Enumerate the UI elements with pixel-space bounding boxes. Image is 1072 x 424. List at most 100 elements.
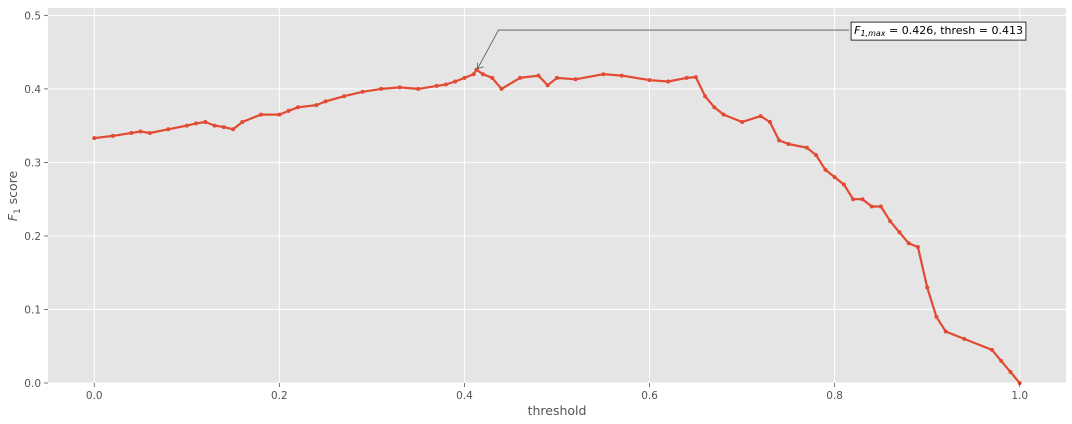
- annotation-arrowhead: [477, 62, 484, 70]
- y-tick-label: 0.1: [24, 304, 41, 316]
- y-tick-label: 0.5: [24, 10, 41, 22]
- x-axis-ticks: 0.0 0.2 0.4 0.6 0.8 1.0: [86, 383, 1028, 402]
- annotation-f: F: [854, 24, 861, 37]
- data-point: [777, 138, 782, 143]
- y-axis-label: F1 score: [5, 170, 23, 221]
- y-axis-label-rest: score: [5, 170, 20, 208]
- x-tick-label: 0.4: [456, 390, 473, 402]
- data-point: [647, 78, 652, 83]
- y-axis-ticks: 0.0 0.1 0.2 0.3 0.4 0.5: [24, 10, 48, 390]
- data-point: [499, 86, 504, 91]
- annotation-box: [850, 21, 1027, 41]
- y-axis-label-main: F: [5, 213, 20, 221]
- data-point: [962, 336, 967, 341]
- data-point: [443, 82, 448, 87]
- data-point: [379, 86, 384, 91]
- data-point: [286, 108, 291, 113]
- f1-score-points: [92, 67, 1022, 385]
- data-point: [878, 204, 883, 209]
- y-axis-label-sub: 1: [13, 208, 23, 214]
- data-point: [897, 230, 902, 235]
- data-point: [166, 127, 171, 132]
- data-point: [462, 75, 467, 80]
- data-point: [804, 145, 809, 150]
- data-point: [888, 219, 893, 224]
- data-point: [999, 358, 1004, 363]
- data-point: [295, 105, 300, 110]
- data-point: [184, 123, 189, 128]
- data-point: [471, 72, 476, 77]
- data-point: [434, 83, 439, 88]
- data-point: [721, 112, 726, 117]
- data-point: [277, 112, 282, 117]
- data-point: [212, 123, 217, 128]
- annotation-arrow: [477, 29, 850, 69]
- data-point: [536, 73, 541, 78]
- data-point: [767, 120, 772, 124]
- data-point: [258, 112, 263, 117]
- data-point: [925, 285, 930, 290]
- annotation-rest: = 0.426, thresh = 0.413: [886, 24, 1023, 37]
- data-point: [703, 94, 708, 99]
- annotation-text: F1,max = 0.426, thresh = 0.413: [854, 24, 1023, 38]
- data-point: [342, 94, 347, 99]
- data-point: [138, 129, 143, 134]
- data-point: [841, 182, 846, 187]
- data-point: [92, 136, 97, 141]
- y-tick-label: 0.0: [24, 378, 41, 390]
- data-point: [823, 167, 828, 172]
- grid: [48, 8, 1066, 384]
- data-point: [129, 131, 134, 135]
- data-point: [712, 105, 717, 110]
- annotation-sub: 1,max: [860, 29, 885, 38]
- data-point: [601, 72, 606, 77]
- data-point: [814, 153, 819, 158]
- x-tick-label: 0.0: [86, 390, 103, 402]
- data-point: [453, 79, 458, 84]
- x-tick-label: 0.2: [271, 390, 288, 402]
- data-point: [832, 175, 837, 180]
- data-point: [231, 127, 236, 132]
- data-point: [990, 347, 994, 352]
- data-point: [851, 197, 856, 202]
- x-tick-label: 1.0: [1011, 390, 1028, 402]
- data-point: [555, 75, 559, 80]
- data-point: [758, 114, 763, 119]
- data-point: [869, 204, 874, 209]
- data-point: [619, 73, 624, 78]
- y-tick-label: 0.4: [24, 84, 41, 96]
- data-point: [110, 133, 115, 138]
- data-point: [314, 103, 319, 108]
- data-point: [684, 75, 689, 80]
- data-point: [915, 245, 920, 249]
- data-point: [666, 79, 671, 84]
- data-point: [221, 125, 226, 130]
- data-point: [490, 75, 495, 80]
- data-point: [573, 77, 578, 82]
- max-annotation: F1,max = 0.426, thresh = 0.413: [477, 21, 1027, 70]
- data-point: [740, 120, 745, 124]
- data-point: [203, 120, 208, 124]
- data-point: [397, 85, 402, 90]
- data-point: [786, 142, 791, 146]
- y-tick-label: 0.3: [24, 157, 41, 169]
- data-point: [1008, 370, 1013, 374]
- data-point: [693, 75, 698, 80]
- plot-background: [48, 8, 1066, 383]
- data-point: [416, 86, 421, 91]
- x-tick-label: 0.8: [826, 390, 843, 402]
- f1-series: [92, 67, 1022, 385]
- x-tick-label: 0.6: [641, 390, 658, 402]
- data-point: [323, 99, 328, 104]
- data-point: [545, 83, 550, 88]
- x-axis-label: threshold: [528, 403, 587, 418]
- data-point: [518, 75, 522, 80]
- data-point: [240, 120, 245, 124]
- data-point: [194, 121, 199, 126]
- y-tick-label: 0.2: [24, 231, 41, 243]
- data-point: [943, 329, 948, 334]
- data-point: [481, 72, 485, 77]
- data-point: [360, 89, 365, 94]
- data-point: [934, 314, 939, 319]
